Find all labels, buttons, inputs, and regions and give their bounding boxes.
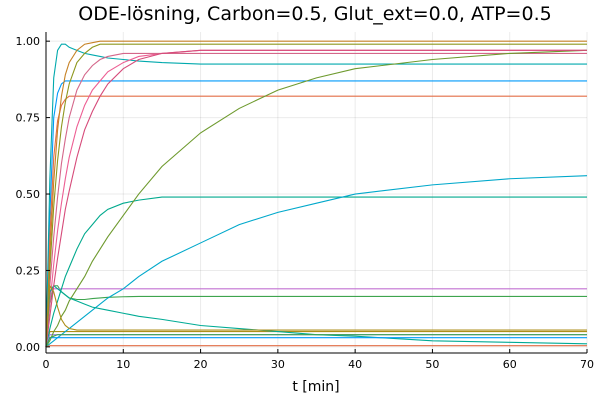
y-tick-label-2: 0.50 xyxy=(16,188,41,201)
series-line-2 xyxy=(45,95,587,347)
y-tick-label-1: 0.25 xyxy=(16,264,41,277)
series-line-18 xyxy=(45,284,587,347)
series-line-17 xyxy=(45,337,587,348)
series-layer xyxy=(45,40,588,348)
series-line-7 xyxy=(45,49,587,347)
axes xyxy=(45,32,588,354)
series-line-11 xyxy=(45,175,588,348)
chart-title: ODE-lösning, Carbon=0.5, Glut_ext=0.0, A… xyxy=(78,3,551,25)
series-line-19 xyxy=(45,334,587,348)
x-tick-label-5: 50 xyxy=(425,358,439,371)
x-tick-label-0: 0 xyxy=(43,358,50,371)
series-line-1 xyxy=(45,80,587,347)
series-line-9 xyxy=(45,196,587,348)
x-tick-label-1: 10 xyxy=(116,358,130,371)
series-line-12 xyxy=(45,334,587,348)
x-tick-label-6: 60 xyxy=(503,358,517,371)
series-line-14 xyxy=(45,49,588,348)
series-line-8 xyxy=(45,40,587,347)
y-tick-label-0: 0.00 xyxy=(16,341,41,354)
series-line-4 xyxy=(45,288,587,347)
x-tick-label-7: 70 xyxy=(580,358,594,371)
x-tick-label-3: 30 xyxy=(271,358,285,371)
x-axis-label: t [min] xyxy=(292,379,339,395)
x-tick-label-2: 20 xyxy=(194,358,208,371)
series-line-16 xyxy=(45,49,587,347)
grid-lines xyxy=(45,32,588,353)
series-line-6 xyxy=(45,43,587,347)
series-line-5 xyxy=(45,331,587,348)
y-tick-label-4: 1.00 xyxy=(16,35,41,48)
series-line-20 xyxy=(45,345,587,348)
tick-labels: 0 10 20 30 40 50 60 70 0.00 0.25 0.50 0.75 1.00 xyxy=(16,35,595,371)
series-line-13 xyxy=(45,52,587,347)
series-line-10 xyxy=(45,43,587,347)
y-tick-label-3: 0.75 xyxy=(16,112,41,125)
x-tick-label-4: 40 xyxy=(348,358,362,371)
